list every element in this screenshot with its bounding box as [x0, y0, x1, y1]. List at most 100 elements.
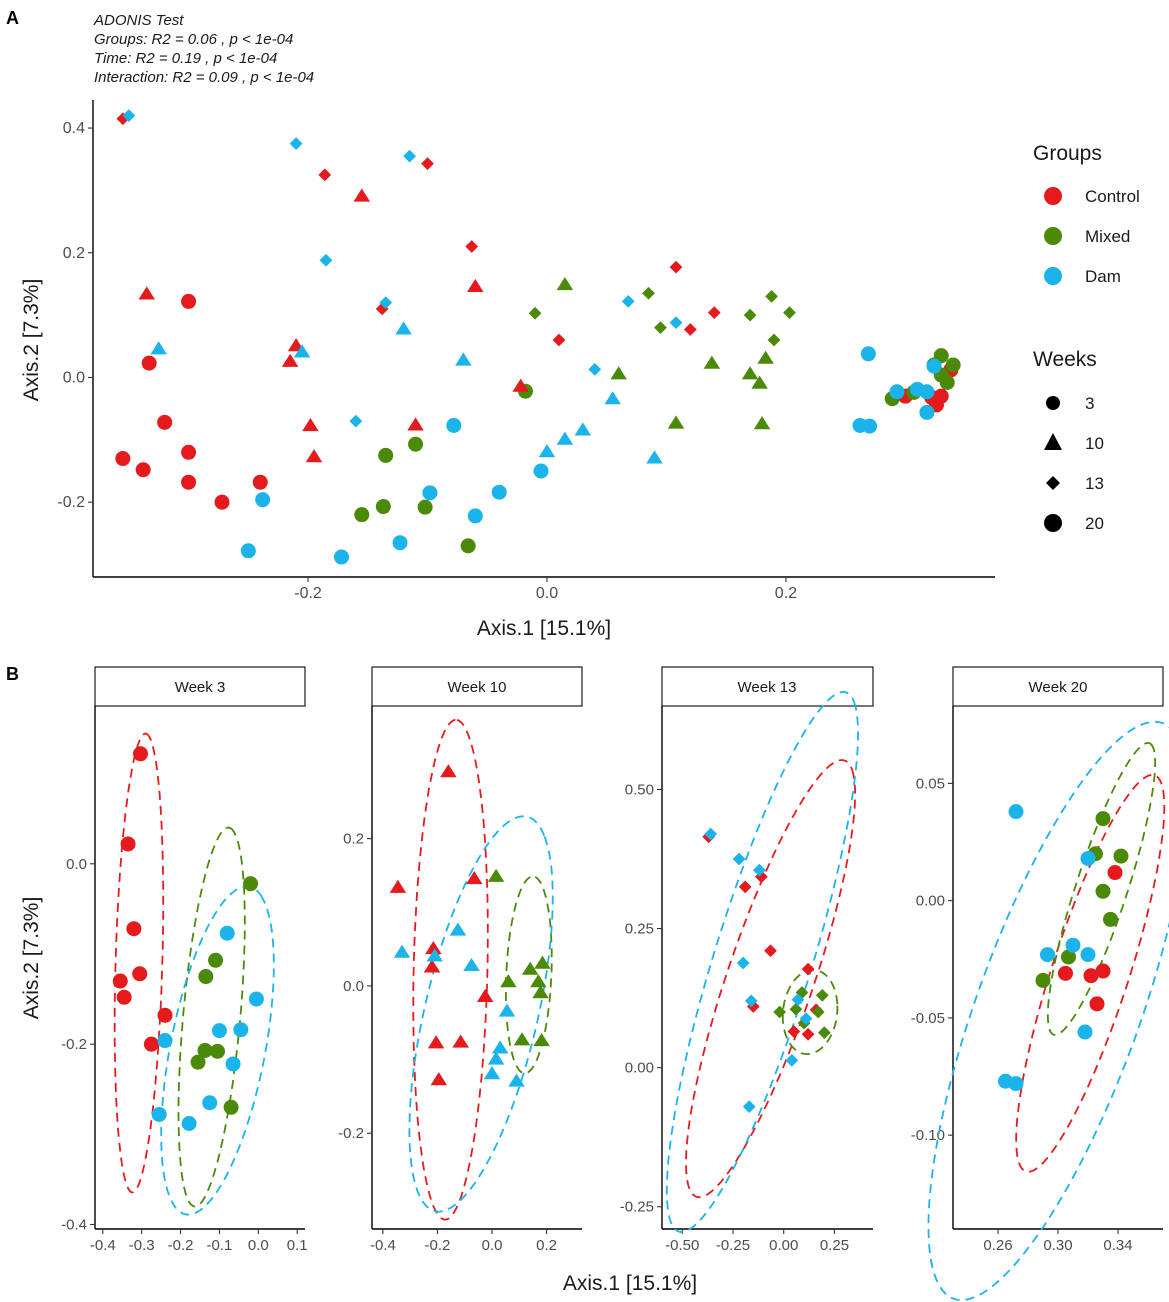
point-mixed-triangle: [741, 366, 759, 380]
facet-week-13-point-dam: [785, 1054, 799, 1067]
point-mixed-diamond: [783, 306, 796, 319]
point-control-circle: [252, 474, 268, 490]
point-mixed-diamond: [767, 333, 781, 347]
facet-week-20-x-tick-label: 0.34: [1103, 1237, 1132, 1254]
facet-week-20-point-dam: [1040, 947, 1055, 963]
legend-weeks-title: Weeks: [1033, 348, 1097, 371]
facet-week-20-y-tick-label: -0.10: [911, 1127, 945, 1144]
point-mixed-triangle: [667, 415, 685, 429]
point-mixed-circle: [460, 538, 476, 554]
facet-week-10-point-control: [427, 1035, 445, 1049]
legend-week20-label: 20: [1085, 514, 1104, 533]
facet-week-10-point-mixed: [533, 1033, 550, 1047]
facet-week-3-y-tick-label: -0.4: [61, 1216, 87, 1233]
facet-week-13-point-dam: [742, 1100, 756, 1113]
facet-week-10: Week 10 -0.4 -0.2 0.0 0.2 -0.2 0.0 0.2: [338, 666, 583, 1254]
facet-week-13-point-mixed: [817, 1026, 831, 1039]
facet-week-3-point-control: [126, 921, 142, 937]
facet-week-10-x-tick-label: -0.4: [370, 1237, 396, 1254]
point-control-diamond: [421, 157, 434, 170]
facet-week-20-point-mixed: [1061, 949, 1076, 965]
facet-week-3-x-tick-label: -0.1: [207, 1237, 233, 1254]
facet-week-10-point-dam: [498, 1003, 516, 1017]
facet-week-13-y-tick-label: 0.50: [625, 781, 654, 798]
facet-week-10-point-control: [466, 870, 483, 885]
point-dam-diamond: [621, 295, 635, 308]
point-mixed-circle: [375, 499, 391, 515]
panel-b: B Week 3 -0.4 -0.3 -0.2 -0.1 0.0 0.1 -0.4 -0.2 0…: [6, 664, 1169, 1302]
facet-week-3-ellipse-mixed: [177, 826, 246, 1208]
panel-a-x-tick-label: -0.2: [294, 585, 322, 602]
legend-week13-diamond: [1046, 476, 1060, 490]
point-dam-triangle: [395, 321, 412, 335]
point-dam-diamond: [669, 316, 683, 329]
facet-week-13-point-dam: [736, 956, 750, 970]
facet-week-13-point-control: [801, 1027, 815, 1041]
facet-week-10-point-mixed: [513, 1032, 531, 1046]
facet-week-3-point-dam: [248, 991, 264, 1007]
point-dam-diamond: [349, 414, 363, 428]
legend-week10-label: 10: [1085, 434, 1104, 453]
legend-control-label: Control: [1085, 187, 1140, 206]
point-dam-circle: [889, 384, 905, 400]
legend-dam-swatch: [1044, 267, 1062, 285]
point-control-diamond: [669, 260, 683, 274]
facet-week-3-point-dam: [225, 1056, 241, 1072]
point-control-diamond: [116, 112, 130, 126]
point-control-circle: [115, 451, 131, 467]
facet-week-3-y-tick-label: 0.0: [66, 856, 87, 873]
point-control-circle: [135, 462, 151, 478]
point-control-triangle: [467, 278, 484, 293]
facet-week-3-point-control: [116, 989, 132, 1005]
facet-week-10-y-tick-label: 0.0: [343, 978, 364, 995]
facet-week-3-point-control: [157, 1007, 173, 1023]
facet-week-3-x-tick-label: -0.3: [129, 1237, 155, 1254]
point-dam-circle: [919, 404, 935, 420]
point-dam-circle: [919, 384, 935, 400]
facet-week-20-y-tick-label: 0.00: [916, 893, 945, 910]
point-mixed-circle: [945, 357, 961, 373]
point-mixed-diamond: [642, 286, 655, 300]
facet-week-13-point-control: [738, 880, 752, 894]
facet-week-13-point-mixed: [815, 988, 829, 1002]
point-control-circle: [141, 355, 157, 371]
legend-week3-circle: [1046, 396, 1060, 410]
point-control-circle: [157, 414, 173, 430]
facet-week-10-y-tick-label: -0.2: [338, 1125, 364, 1142]
facet-week-20-y-tick-label: 0.05: [916, 775, 945, 792]
facet-week-13-point-control: [801, 962, 815, 976]
facet-week-13-x-tick-label: -0.25: [716, 1237, 750, 1254]
point-control-diamond: [465, 240, 479, 253]
facet-week-20-point-control: [1083, 968, 1099, 984]
facet-week-3-point-dam: [181, 1115, 197, 1131]
point-dam-circle: [860, 346, 876, 362]
point-dam-circle: [533, 463, 549, 479]
legend-week20-circle: [1044, 514, 1062, 532]
panel-b-y-axis-title: Axis.2 [7.3%]: [20, 897, 43, 1020]
legend-week13-label: 13: [1085, 474, 1104, 493]
facet-week-20-point-dam: [1008, 1076, 1024, 1092]
facet-week-20-point-control: [1095, 963, 1111, 979]
facet-week-20-point-dam: [1080, 947, 1096, 963]
panel-a-y-tick-label: 0.4: [63, 120, 85, 137]
facet-week-13-point-mixed: [811, 1005, 825, 1019]
legend-week10-triangle: [1044, 433, 1062, 450]
facet-week-3-point-mixed: [223, 1099, 239, 1115]
facet-week-3-point-mixed: [243, 876, 259, 892]
point-dam-circle: [255, 492, 271, 508]
facet-week-10-x-tick-label: 0.0: [482, 1237, 503, 1254]
facet-week-3-ellipse-control: [113, 732, 165, 1194]
facet-week-3-x-tick-label: -0.2: [168, 1237, 194, 1254]
facet-week-20: Week 20 0.26 0.30 0.34 -0.10 -0.05 0.00 0.05: [911, 666, 1169, 1302]
point-dam-circle: [240, 543, 256, 559]
facet-week-13-point-dam: [744, 994, 758, 1008]
facet-week-3-point-dam: [211, 1023, 227, 1039]
facet-week-13-point-dam: [732, 852, 746, 866]
facet-week-3-point-dam: [151, 1106, 167, 1122]
facet-week-20-point-dam: [1080, 850, 1096, 866]
facet-week-10-x-tick-label: 0.2: [536, 1237, 557, 1254]
facet-week-3-point-mixed: [208, 952, 224, 968]
facet-week-20-point-mixed: [1095, 883, 1111, 899]
legend-mixed-swatch: [1044, 227, 1062, 245]
point-mixed-triangle: [703, 355, 721, 369]
